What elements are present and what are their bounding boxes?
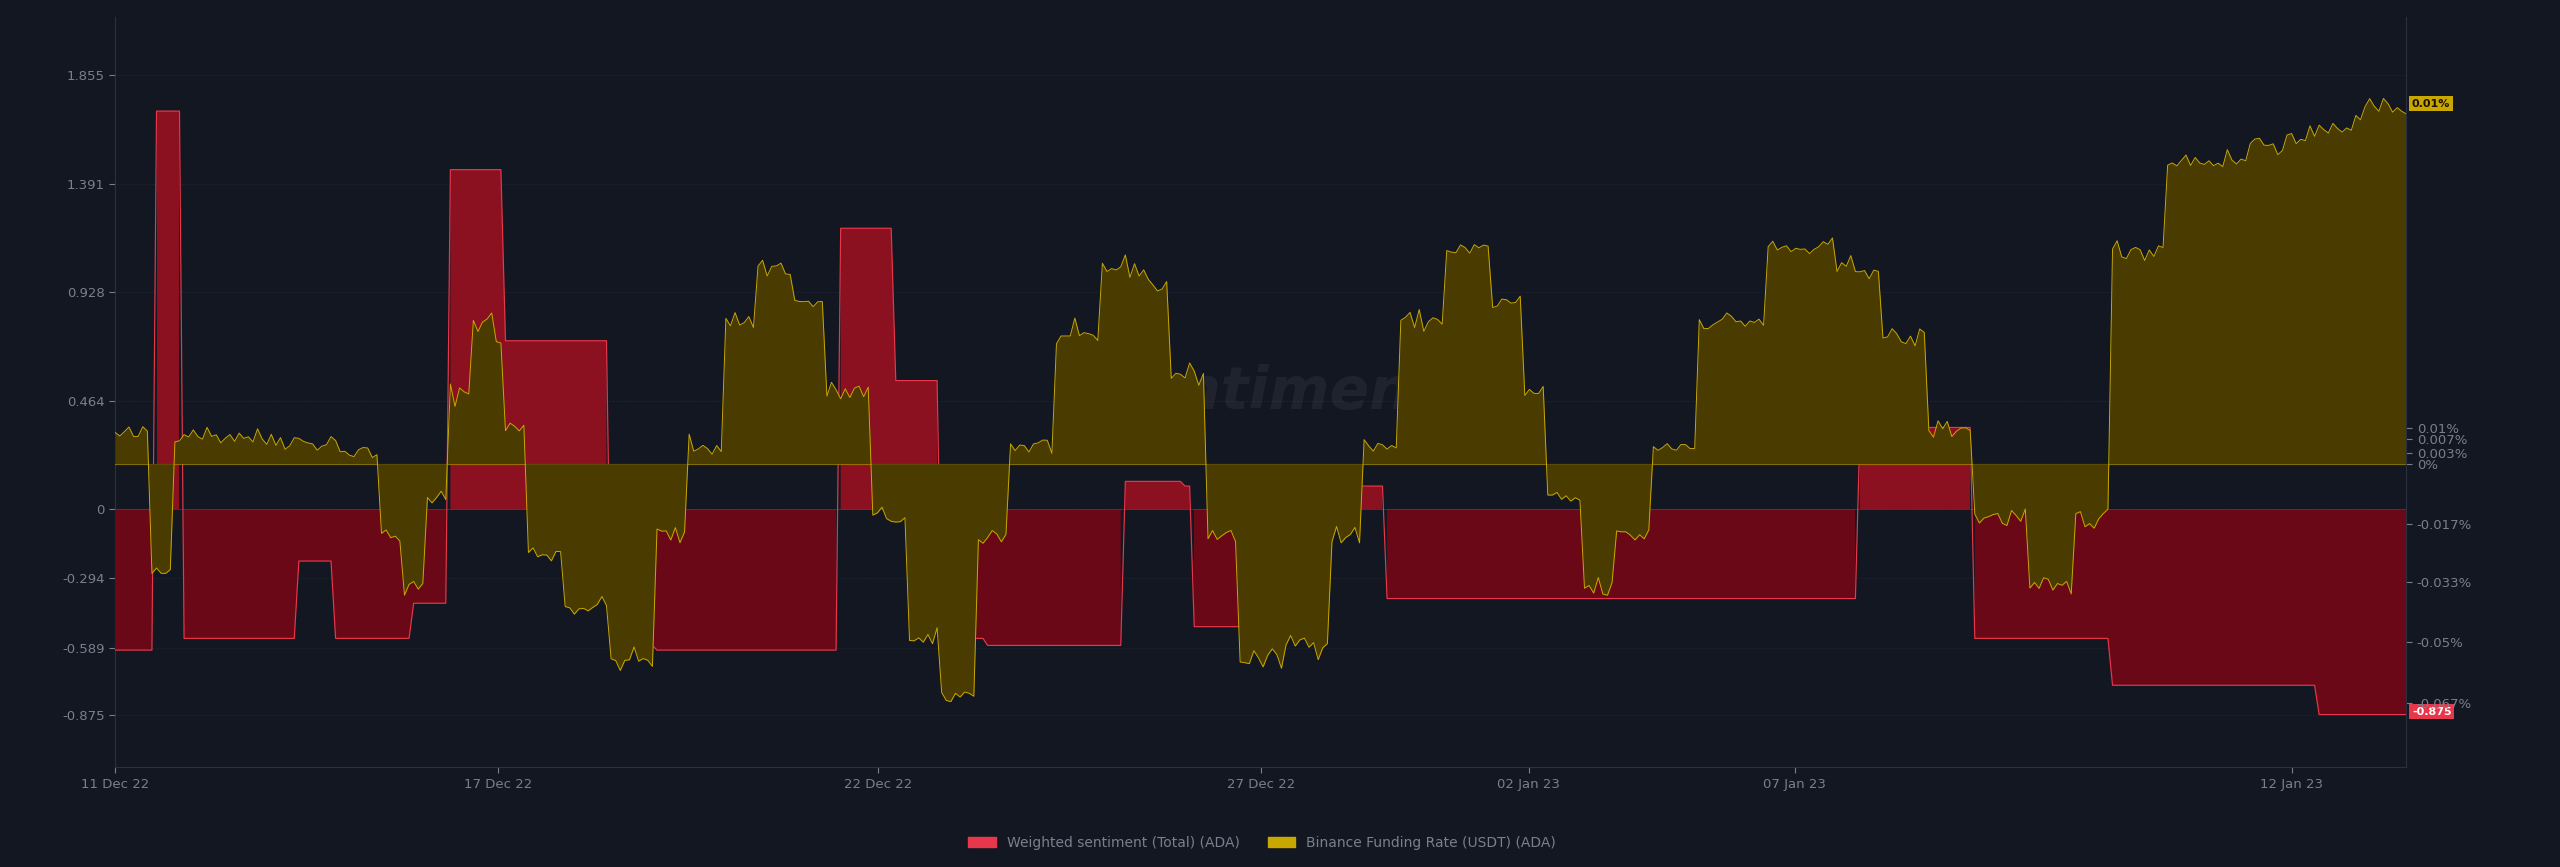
- Text: 0.01%: 0.01%: [2412, 99, 2450, 108]
- Legend: Weighted sentiment (Total) (ADA), Binance Funding Rate (USDT) (ADA): Weighted sentiment (Total) (ADA), Binanc…: [963, 831, 1562, 856]
- Text: -0.875: -0.875: [2412, 707, 2452, 716]
- Text: .santiment: .santiment: [1083, 364, 1439, 420]
